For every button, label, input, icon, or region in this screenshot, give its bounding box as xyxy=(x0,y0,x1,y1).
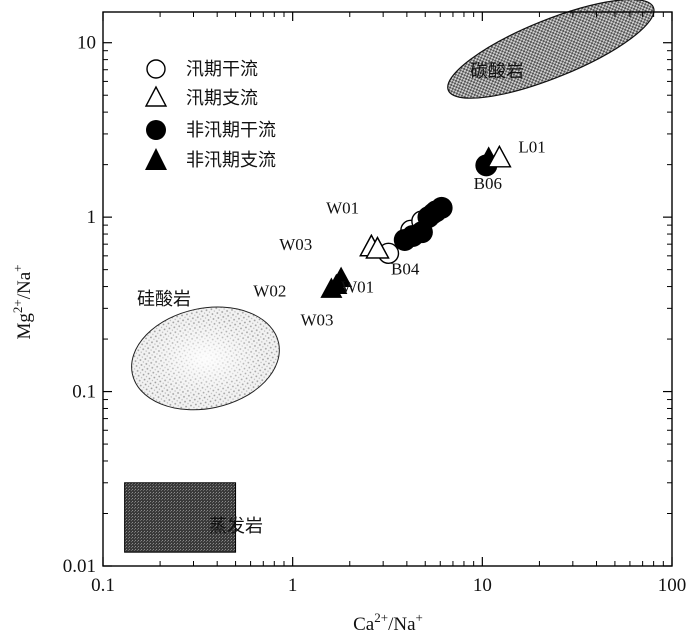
legend-marker-filled-circle xyxy=(146,120,166,140)
y-axis-title-mid: /Na xyxy=(14,271,35,299)
y-tick-label: 1 xyxy=(87,207,97,228)
x-tick-label: 100 xyxy=(658,575,687,596)
point-filled-triangle xyxy=(330,266,353,287)
legend-label: 汛期干流 xyxy=(186,59,258,80)
x-axis-title-sup: 2+ xyxy=(374,610,388,625)
legend-label: 非汛期支流 xyxy=(186,150,276,171)
region-label-carbonate: 碳酸岩 xyxy=(470,61,524,82)
x-axis-title-mid: /Na xyxy=(388,614,416,635)
x-axis-title: Ca2+/Na+ xyxy=(353,610,423,635)
region-labels: 碳酸岩 硅酸岩 蒸发岩 xyxy=(137,61,524,537)
point-open-triangle xyxy=(365,236,390,259)
point-annotation: B04 xyxy=(391,259,420,278)
legend-marker-open-triangle xyxy=(144,85,168,107)
point-open-triangle xyxy=(487,144,512,168)
point-annotation: W01 xyxy=(341,277,374,296)
region-label-silicate: 硅酸岩 xyxy=(137,289,191,310)
x-tick-label: 0.1 xyxy=(91,575,115,596)
plot-frame xyxy=(102,11,673,567)
y-axis-title-sup: 2+ xyxy=(10,299,25,313)
legend-marker-filled-triangle xyxy=(145,148,167,170)
points-layer xyxy=(320,144,512,298)
x-tick-label: 1 xyxy=(288,575,298,596)
x-tick-label: 10 xyxy=(473,575,492,596)
x-axis-title-sup2: + xyxy=(416,610,423,625)
regions-layer xyxy=(124,0,655,553)
point-annotation: W01 xyxy=(326,198,359,217)
region-evaporite xyxy=(124,482,237,553)
point-annotation: W03 xyxy=(279,235,312,254)
point-annotation: B06 xyxy=(474,174,502,193)
point-annotation: L01 xyxy=(518,137,545,156)
y-tick-label: 0.1 xyxy=(72,382,96,403)
legend-label: 非汛期干流 xyxy=(186,120,276,141)
region-carbonate xyxy=(447,0,655,99)
y-axis-title-sup2: + xyxy=(10,264,25,271)
y-tick-label: 0.01 xyxy=(63,556,96,577)
region-label-evaporite: 蒸发岩 xyxy=(209,516,263,537)
point-annotation: W03 xyxy=(301,310,334,329)
y-tick-label: 10 xyxy=(77,33,96,54)
y-axis-title: Mg2+/Na+ xyxy=(10,264,35,339)
legend: 汛期干流 汛期支流 非汛期干流 非汛期支流 xyxy=(144,59,276,171)
point-annotation: W02 xyxy=(253,282,286,301)
y-axis-title-base: Mg xyxy=(14,313,35,340)
annotations-layer: L01 B06 W01 W03 B04 W02 W01 W03 xyxy=(253,137,546,329)
region-silicate-glow xyxy=(145,318,266,399)
x-axis-title-base: Ca xyxy=(353,614,375,635)
legend-marker-open-circle xyxy=(146,59,166,79)
point-filled-circle xyxy=(430,196,453,219)
plot-border xyxy=(102,11,673,567)
legend-label: 汛期支流 xyxy=(186,88,258,109)
